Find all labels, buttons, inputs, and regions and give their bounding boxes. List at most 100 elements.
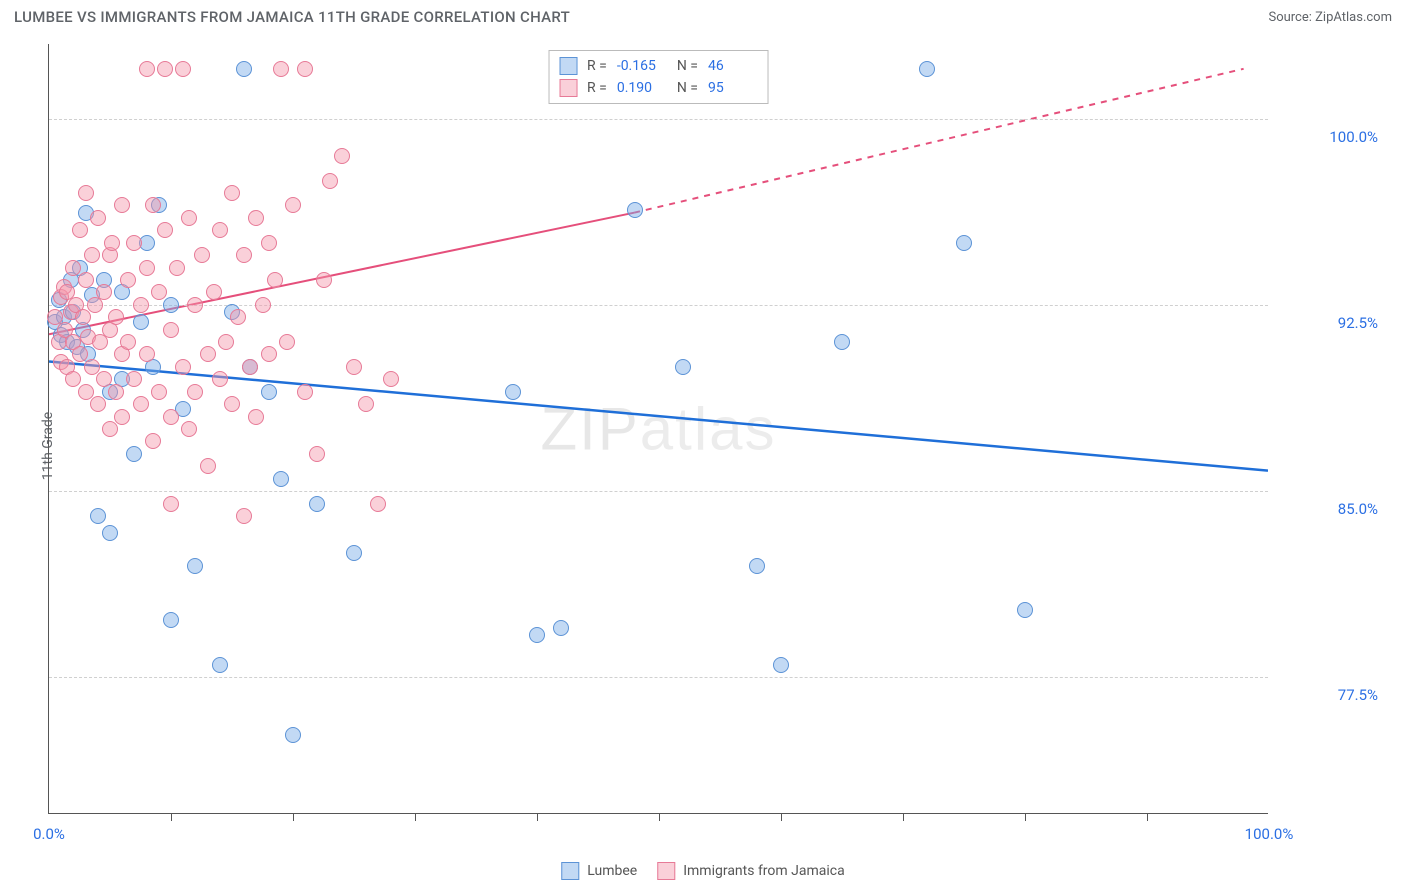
- stat-r-value: -0.165: [617, 55, 667, 77]
- data-point: [309, 446, 325, 462]
- data-point: [261, 235, 277, 251]
- data-point: [84, 247, 100, 263]
- data-point: [273, 61, 289, 77]
- data-point: [102, 421, 118, 437]
- gridline-h: [49, 677, 1268, 678]
- chart-plot-area: ZIPatlas R = -0.165 N = 46 R = 0.190 N =…: [48, 44, 1268, 814]
- data-point: [163, 496, 179, 512]
- data-point: [151, 284, 167, 300]
- y-tick-label: 92.5%: [1278, 314, 1378, 332]
- data-point: [358, 396, 374, 412]
- data-point: [181, 421, 197, 437]
- legend-stat-row: R = -0.165 N = 46: [559, 55, 758, 77]
- data-point: [285, 197, 301, 213]
- stat-r-label: R =: [587, 77, 607, 99]
- legend-stat-row: R = 0.190 N = 95: [559, 77, 758, 99]
- data-point: [505, 384, 521, 400]
- data-point: [218, 334, 234, 350]
- data-point: [212, 222, 228, 238]
- stats-legend: R = -0.165 N = 46 R = 0.190 N = 95: [548, 50, 769, 104]
- data-point: [126, 235, 142, 251]
- data-point: [1017, 602, 1033, 618]
- data-point: [65, 371, 81, 387]
- data-point: [206, 284, 222, 300]
- chart-title: LUMBEE VS IMMIGRANTS FROM JAMAICA 11TH G…: [14, 8, 570, 26]
- data-point: [383, 371, 399, 387]
- legend-swatch: [559, 57, 577, 75]
- data-point: [346, 359, 362, 375]
- x-tick: [415, 813, 416, 821]
- stat-r-label: R =: [587, 55, 607, 77]
- data-point: [175, 61, 191, 77]
- data-point: [133, 314, 149, 330]
- data-point: [120, 334, 136, 350]
- x-tick: [903, 813, 904, 821]
- data-point: [90, 508, 106, 524]
- stat-n-value: 46: [708, 55, 758, 77]
- trendlines-layer: [49, 44, 1268, 813]
- stat-n-value: 95: [708, 77, 758, 99]
- data-point: [212, 371, 228, 387]
- data-point: [749, 558, 765, 574]
- data-point: [169, 260, 185, 276]
- data-point: [78, 185, 94, 201]
- data-point: [72, 346, 88, 362]
- data-point: [163, 322, 179, 338]
- data-point: [163, 409, 179, 425]
- data-point: [200, 346, 216, 362]
- data-point: [84, 359, 100, 375]
- data-point: [151, 384, 167, 400]
- data-point: [96, 371, 112, 387]
- data-point: [297, 61, 313, 77]
- data-point: [297, 384, 313, 400]
- stat-r-value: 0.190: [617, 77, 667, 99]
- data-point: [279, 334, 295, 350]
- data-point: [316, 272, 332, 288]
- legend-swatch: [561, 862, 579, 880]
- data-point: [108, 384, 124, 400]
- y-tick-label: 85.0%: [1278, 500, 1378, 518]
- data-point: [834, 334, 850, 350]
- data-point: [102, 525, 118, 541]
- data-point: [126, 446, 142, 462]
- x-tick: [1025, 813, 1026, 821]
- data-point: [157, 222, 173, 238]
- x-tick: [1147, 813, 1148, 821]
- x-tick: [659, 813, 660, 821]
- x-tick: [537, 813, 538, 821]
- data-point: [285, 727, 301, 743]
- gridline-h: [49, 491, 1268, 492]
- data-point: [956, 235, 972, 251]
- data-point: [96, 284, 112, 300]
- data-point: [187, 384, 203, 400]
- data-point: [273, 471, 289, 487]
- data-point: [72, 222, 88, 238]
- data-point: [236, 247, 252, 263]
- data-point: [675, 359, 691, 375]
- data-point: [242, 359, 258, 375]
- gridline-h: [49, 119, 1268, 120]
- data-point: [139, 346, 155, 362]
- data-point: [163, 612, 179, 628]
- source-label: Source: ZipAtlas.com: [1268, 10, 1392, 25]
- data-point: [104, 235, 120, 251]
- data-point: [309, 496, 325, 512]
- x-tick-label: 0.0%: [33, 825, 65, 843]
- data-point: [553, 620, 569, 636]
- data-point: [114, 197, 130, 213]
- legend-swatch: [657, 862, 675, 880]
- data-point: [255, 297, 271, 313]
- data-point: [194, 247, 210, 263]
- data-point: [157, 61, 173, 77]
- legend-label: Immigrants from Jamaica: [683, 863, 845, 879]
- data-point: [65, 260, 81, 276]
- x-tick: [781, 813, 782, 821]
- y-tick-label: 100.0%: [1278, 128, 1378, 146]
- data-point: [334, 148, 350, 164]
- data-point: [236, 508, 252, 524]
- data-point: [145, 433, 161, 449]
- data-point: [133, 396, 149, 412]
- data-point: [145, 197, 161, 213]
- data-point: [370, 496, 386, 512]
- data-point: [224, 185, 240, 201]
